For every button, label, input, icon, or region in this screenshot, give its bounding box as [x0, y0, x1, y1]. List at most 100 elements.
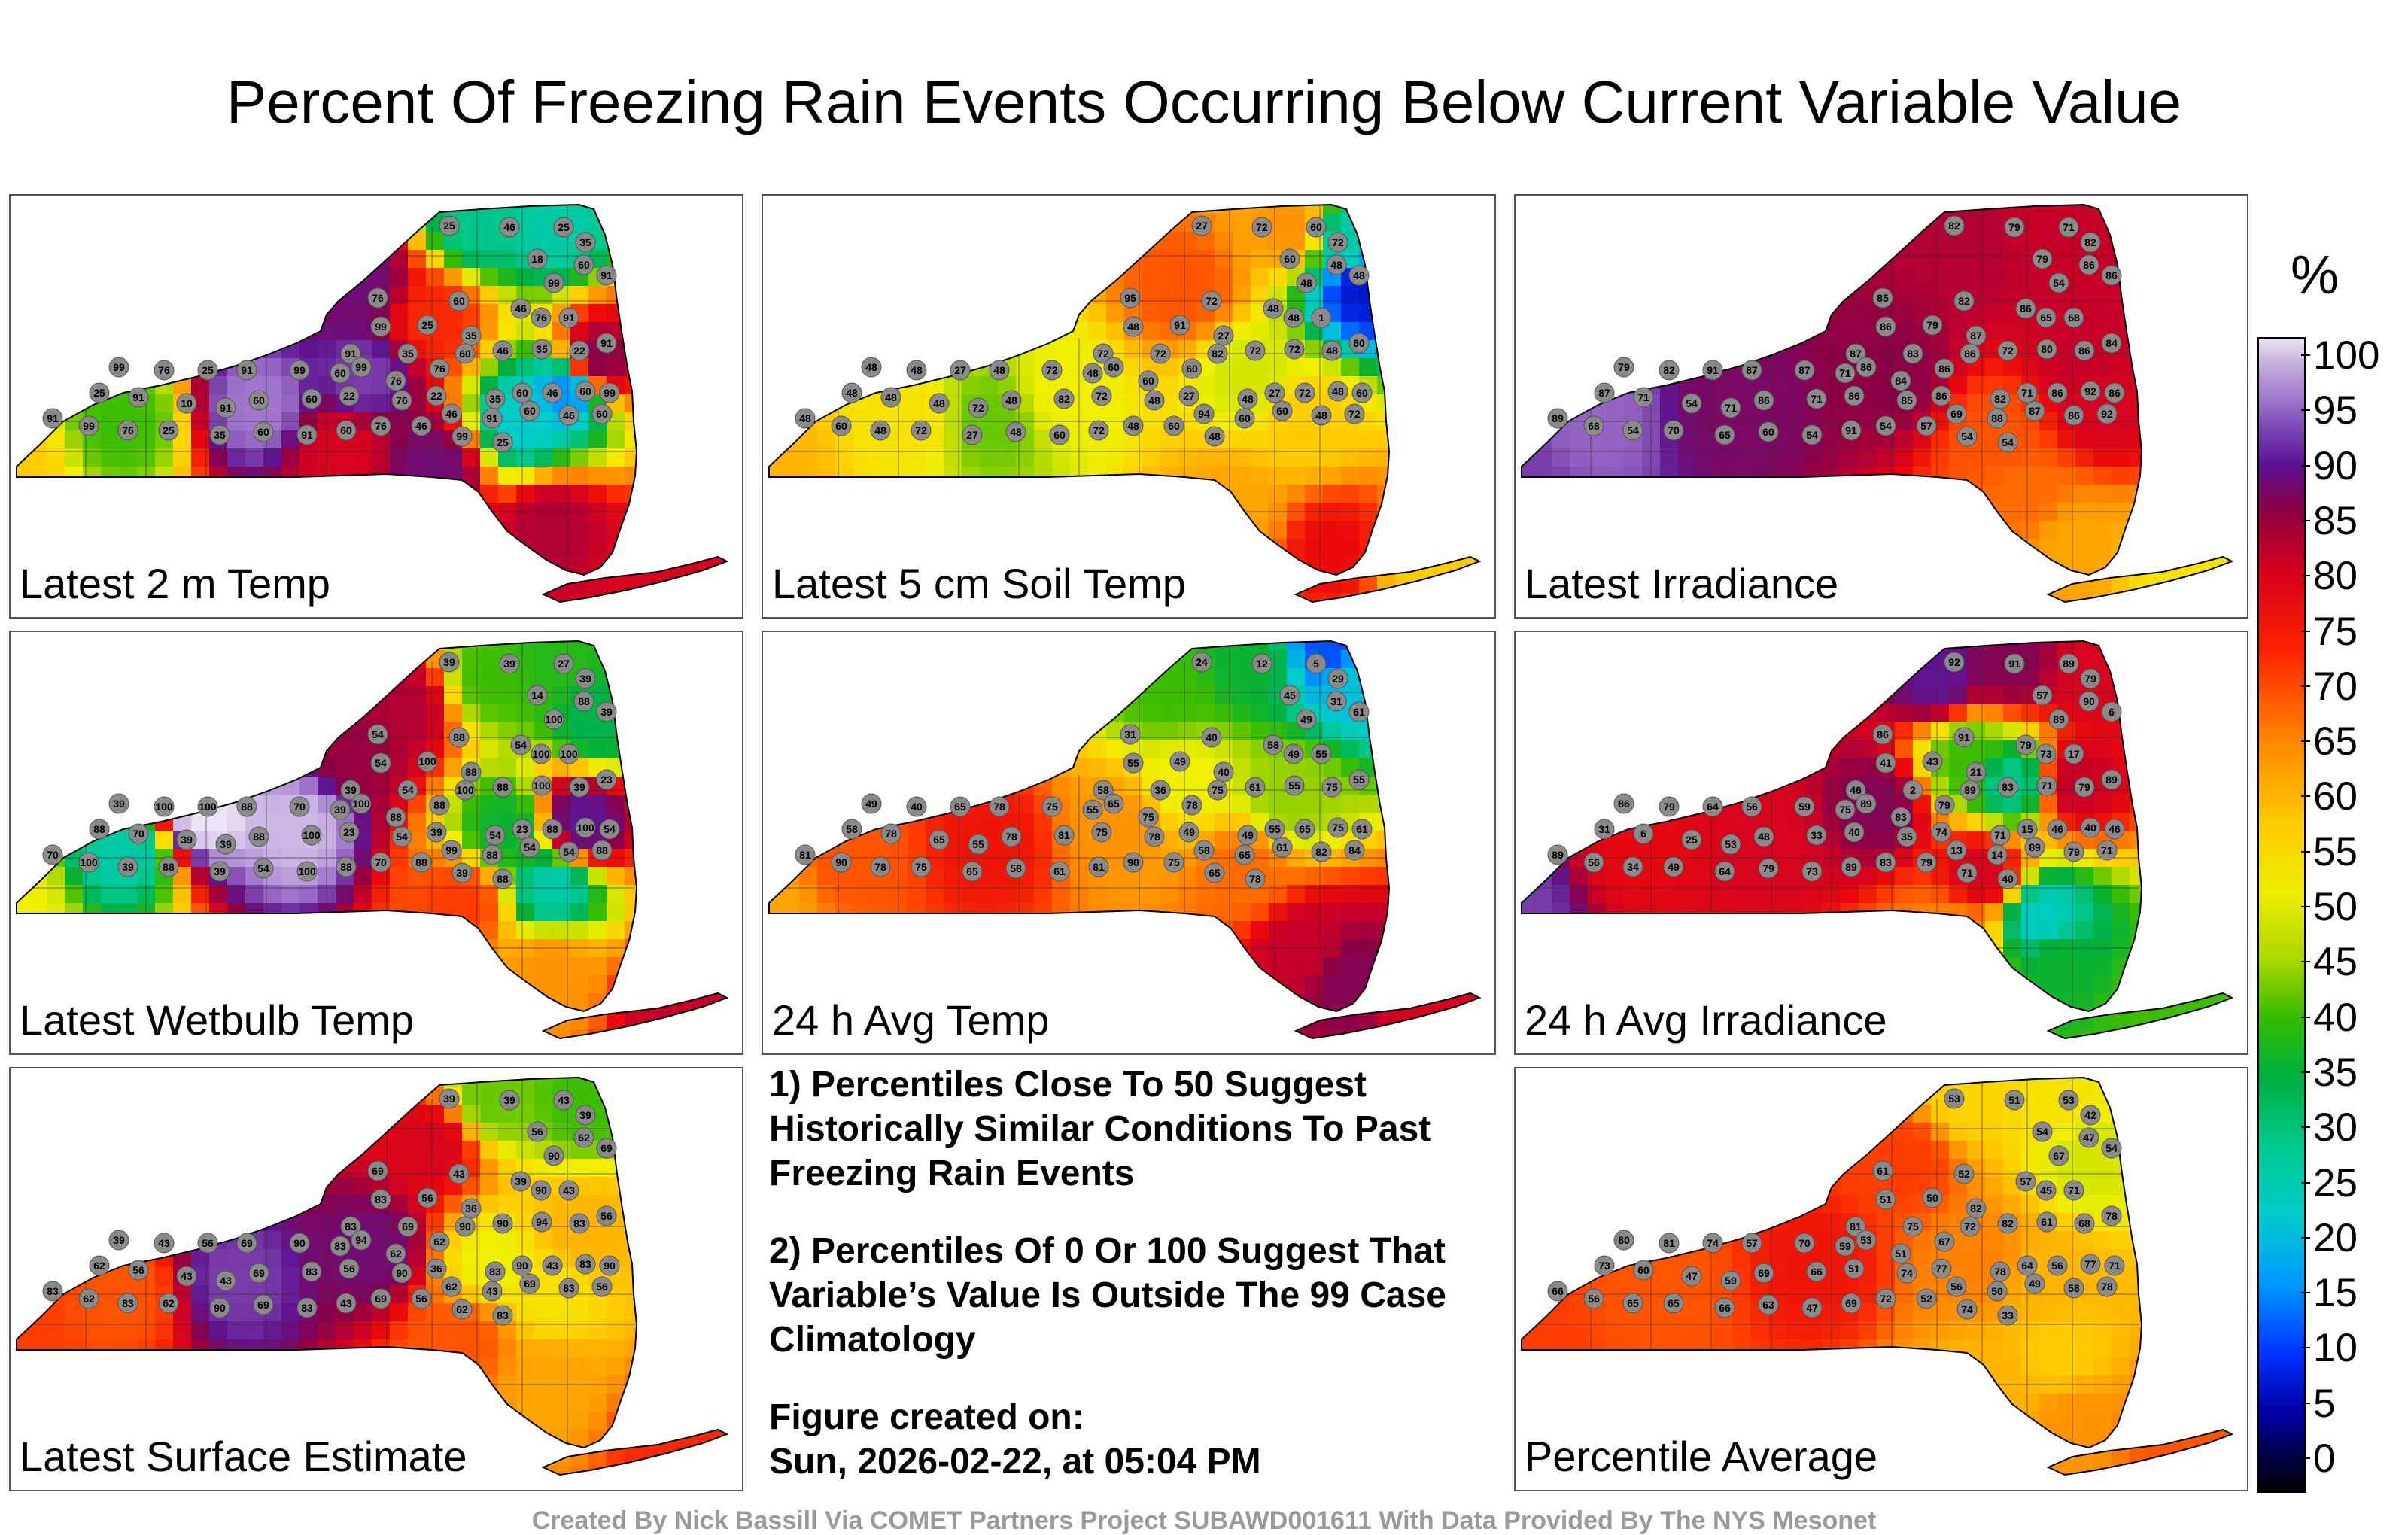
- station-marker[interactable]: 56: [1583, 1288, 1604, 1309]
- station-marker[interactable]: 56: [417, 1187, 438, 1208]
- station-marker[interactable]: 56: [2047, 1255, 2068, 1276]
- station-marker[interactable]: 76: [385, 370, 406, 391]
- station-marker[interactable]: 91: [1841, 420, 1862, 441]
- station-marker[interactable]: 61: [1351, 819, 1373, 840]
- station-marker[interactable]: 39: [108, 793, 129, 814]
- station-marker[interactable]: 72: [1041, 360, 1063, 381]
- station-marker[interactable]: 57: [1916, 415, 1937, 436]
- station-marker[interactable]: 83: [575, 1254, 596, 1275]
- station-marker[interactable]: 78: [989, 796, 1010, 817]
- station-marker[interactable]: 88: [385, 807, 406, 828]
- station-marker[interactable]: 91: [340, 343, 361, 364]
- map-panel-24h-avg-temp[interactable]: 24 12 5 29 45 31 31 40 49 61 55 49 40 58 49 55 58 36 78 75 6…: [762, 631, 1496, 1055]
- station-marker[interactable]: 86: [1931, 385, 1952, 406]
- station-marker[interactable]: 71: [2058, 217, 2079, 238]
- station-marker[interactable]: 60: [1272, 400, 1293, 421]
- station-marker[interactable]: 69: [1753, 1263, 1774, 1284]
- station-marker[interactable]: 88: [482, 844, 503, 865]
- station-marker[interactable]: 90: [831, 852, 852, 873]
- station-marker[interactable]: 86: [2078, 254, 2099, 275]
- station-marker[interactable]: 51: [2004, 1090, 2025, 1111]
- station-marker[interactable]: 48: [1001, 390, 1022, 411]
- station-marker[interactable]: 54: [367, 724, 388, 745]
- station-marker[interactable]: 54: [1801, 424, 1823, 445]
- station-marker[interactable]: 48: [880, 387, 901, 408]
- station-marker[interactable]: 14: [527, 685, 548, 706]
- station-marker[interactable]: 76: [154, 360, 175, 381]
- station-marker[interactable]: 99: [289, 360, 310, 381]
- station-marker[interactable]: 90: [599, 1255, 620, 1276]
- station-marker[interactable]: 43: [558, 1180, 579, 1201]
- station-marker[interactable]: 68: [1583, 415, 1604, 436]
- station-marker[interactable]: 90: [209, 1297, 230, 1318]
- station-marker[interactable]: 83: [42, 1281, 63, 1302]
- station-marker[interactable]: 91: [128, 387, 149, 408]
- station-marker[interactable]: 14: [1987, 844, 2008, 865]
- station-marker[interactable]: 54: [370, 752, 391, 774]
- station-marker[interactable]: 49: [1237, 825, 1258, 846]
- station-marker[interactable]: 91: [236, 360, 257, 381]
- station-marker[interactable]: 79: [2074, 777, 2095, 798]
- station-marker[interactable]: 72: [1245, 340, 1266, 361]
- station-marker[interactable]: 65: [1294, 819, 1315, 840]
- station-marker[interactable]: 78: [1990, 1261, 2011, 1282]
- station-marker[interactable]: 86: [2101, 265, 2122, 286]
- station-marker[interactable]: 43: [336, 1293, 357, 1314]
- map-panel-latest-surface-estimate[interactable]: 39 39 43 39 56 62 69 43 90 69 83 56 36 39 90 43 83 69 62 90…: [9, 1067, 743, 1491]
- station-marker[interactable]: 48: [1005, 421, 1026, 442]
- station-marker[interactable]: 39: [499, 1090, 520, 1111]
- station-marker[interactable]: 25: [1681, 829, 1702, 850]
- station-marker[interactable]: 72: [1997, 340, 2018, 361]
- station-marker[interactable]: 60: [831, 415, 852, 436]
- station-marker[interactable]: 82: [1953, 290, 1975, 312]
- station-marker[interactable]: 83: [296, 1297, 318, 1318]
- station-marker[interactable]: 89: [2058, 653, 2079, 674]
- station-marker[interactable]: 43: [154, 1233, 175, 1254]
- station-marker[interactable]: 56: [1741, 796, 1762, 817]
- station-marker[interactable]: 88: [158, 856, 179, 877]
- station-marker[interactable]: 60: [1163, 415, 1184, 436]
- station-marker[interactable]: 39: [499, 653, 520, 674]
- station-marker[interactable]: 25: [492, 432, 513, 453]
- station-marker[interactable]: 47: [1681, 1266, 1702, 1287]
- station-marker[interactable]: 82: [1990, 388, 2011, 409]
- station-marker[interactable]: 100: [543, 709, 564, 730]
- station-marker[interactable]: 60: [1633, 1260, 1654, 1281]
- station-marker[interactable]: 100: [531, 743, 552, 764]
- station-marker[interactable]: 65: [1622, 1293, 1643, 1314]
- station-marker[interactable]: 54: [391, 826, 412, 847]
- station-marker[interactable]: 80: [2036, 339, 2057, 360]
- station-marker[interactable]: 85: [1896, 390, 1917, 411]
- station-marker[interactable]: 65: [1234, 844, 1255, 865]
- station-marker[interactable]: 49: [1663, 856, 1684, 877]
- station-marker[interactable]: 43: [1922, 751, 1943, 772]
- station-marker[interactable]: 59: [1720, 1270, 1741, 1291]
- station-marker[interactable]: 91: [596, 333, 617, 354]
- map-panel-latest-2m-temp[interactable]: 25 46 25 35 18 60 76 60 99 91 99 25 35 46 76 91 91 35 76 60…: [9, 194, 743, 619]
- station-marker[interactable]: 79: [1613, 357, 1634, 378]
- station-marker[interactable]: 24: [1191, 652, 1212, 673]
- station-marker[interactable]: 59: [1794, 796, 1815, 817]
- station-marker[interactable]: 86: [1872, 724, 1893, 745]
- station-marker[interactable]: 82: [1966, 1198, 1987, 1219]
- station-marker[interactable]: 54: [1997, 432, 2018, 453]
- station-marker[interactable]: 84: [2101, 333, 2122, 354]
- station-marker[interactable]: 74: [1702, 1233, 1723, 1254]
- station-marker[interactable]: 87: [2024, 400, 2045, 421]
- station-marker[interactable]: 35: [397, 343, 418, 364]
- station-marker[interactable]: 23: [596, 769, 617, 790]
- station-marker[interactable]: 60: [1279, 248, 1300, 269]
- station-marker[interactable]: 86: [1613, 793, 1634, 814]
- station-marker[interactable]: 86: [1960, 343, 1981, 364]
- station-marker[interactable]: 99: [451, 426, 473, 447]
- station-marker[interactable]: 90: [512, 1255, 533, 1276]
- station-marker[interactable]: 99: [441, 840, 462, 861]
- station-marker[interactable]: 87: [1966, 325, 1987, 346]
- station-marker[interactable]: 88: [1987, 408, 2008, 429]
- station-marker[interactable]: 35: [209, 424, 230, 445]
- station-marker[interactable]: 100: [197, 796, 218, 817]
- station-marker[interactable]: 54: [2048, 272, 2069, 293]
- station-marker[interactable]: 72: [968, 397, 989, 418]
- station-marker[interactable]: 69: [370, 1288, 391, 1309]
- station-marker[interactable]: 51: [1875, 1189, 1896, 1210]
